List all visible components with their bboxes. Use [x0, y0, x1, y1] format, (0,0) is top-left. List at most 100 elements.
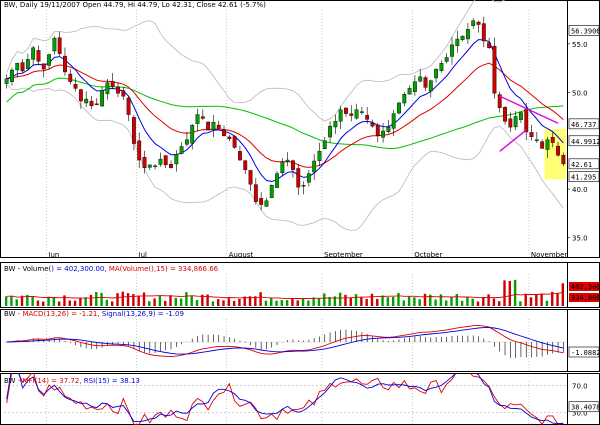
macd-chart: -1.08829: [0, 309, 600, 372]
candle-up: [418, 76, 423, 82]
month-label: August: [229, 251, 254, 258]
volume-bar: [545, 300, 549, 306]
volume-bar: [508, 280, 512, 306]
volume-bar: [185, 292, 188, 306]
candle-down: [41, 63, 46, 70]
candle-up: [471, 20, 476, 26]
ma-red: [6, 62, 564, 168]
candle-down: [291, 160, 295, 170]
price-chart: Jun Jul August September October November 55.0…: [0, 0, 600, 258]
candle-down: [216, 124, 221, 129]
volume-bar: [482, 297, 485, 306]
candle-up: [31, 47, 36, 60]
volume-bar: [169, 295, 172, 306]
volume-bar: [95, 291, 98, 306]
volume-panel: 402,300 334,866 BW - Volume() = 402,300.0…: [0, 262, 600, 308]
candle-down: [227, 136, 232, 139]
candle-down: [232, 136, 237, 148]
volume-bar: [132, 294, 135, 306]
volume-bar: [275, 300, 278, 306]
candle-up: [306, 173, 311, 183]
badge-sma: 44.9912: [571, 138, 600, 146]
volume-bar: [413, 297, 416, 306]
volume-bar: [190, 295, 193, 306]
volume-bar: [105, 299, 109, 306]
badge-top-box: [568, 25, 600, 36]
candle-down: [142, 157, 147, 168]
volume-chart: 402,300 334,866: [0, 262, 600, 308]
volume-bar: [142, 292, 146, 306]
volume-bar: [376, 298, 379, 306]
volume-bar: [158, 295, 162, 306]
volume-bar: [264, 300, 268, 306]
candle-down: [68, 73, 73, 82]
candle-down: [556, 145, 560, 156]
candle-up: [450, 44, 454, 57]
candle-up: [444, 57, 449, 62]
volume-bar: [248, 296, 252, 306]
volume-bar: [323, 293, 326, 306]
candle-down: [529, 132, 534, 138]
volume-bar: [121, 291, 124, 306]
volume-bar: [524, 293, 527, 306]
candle-up: [47, 54, 51, 66]
candle-up: [428, 80, 433, 92]
candle-up: [460, 35, 465, 40]
candle-up: [402, 94, 407, 104]
volume-bar: [301, 298, 305, 306]
volume-bar: [556, 293, 559, 306]
volume-bar: [222, 300, 225, 306]
candle-down: [365, 115, 370, 120]
volume-bar: [84, 297, 87, 306]
volume-bar: [57, 301, 61, 306]
candle-up: [174, 154, 179, 165]
candle-up: [25, 59, 30, 70]
volume-bar: [10, 295, 13, 306]
volume-bar: [519, 301, 522, 306]
volume-badge-upper-box: [569, 282, 599, 291]
mfi-value: - MFI(14) = 37.72,: [15, 377, 84, 385]
volume-bar: [174, 297, 178, 306]
volume-bar: [492, 298, 496, 306]
volume-bar: [551, 291, 554, 306]
volume-bar: [439, 294, 443, 306]
candle-down: [63, 55, 67, 73]
candle-up: [275, 173, 279, 188]
rsi-value: RSI(15) = 38.13: [83, 377, 140, 385]
volume-bar: [370, 293, 374, 306]
volume-bar: [4, 296, 8, 306]
volume-bar: [391, 296, 395, 306]
mfi-badge: 38.4078: [571, 404, 600, 412]
candle-up: [280, 161, 285, 174]
candle-up: [519, 112, 523, 120]
macd-header: BW - MACD(13,26) = -1.21, Signal(13,26,9…: [4, 310, 184, 318]
candle-down: [503, 107, 507, 122]
month-label: October: [414, 251, 442, 258]
candle-up: [455, 38, 460, 46]
wedge-upper-line: [499, 95, 559, 124]
volume-bar: [89, 294, 93, 306]
price-panel: Jun Jul August September October November 55.0…: [0, 0, 600, 258]
volume-bar: [466, 297, 469, 306]
volume-bar: [195, 300, 199, 306]
volume-bar: [349, 297, 352, 306]
candle-down: [524, 109, 529, 133]
candle-down: [206, 121, 211, 131]
volume-bar: [365, 299, 368, 306]
macd-value: - MACD(13,26) = -1.21,: [15, 310, 102, 318]
volume-bar: [471, 298, 474, 306]
candle-down: [121, 90, 126, 97]
mfi-tick-label: 70.0: [572, 383, 588, 391]
mfi-tick-label: 30.0: [572, 409, 588, 417]
volume-bar: [535, 294, 538, 306]
volume-bar: [68, 300, 71, 306]
candle-down: [253, 184, 258, 202]
candle-down: [238, 151, 242, 161]
candle-down: [57, 37, 62, 54]
candle-up: [354, 109, 359, 119]
volume-bar: [206, 294, 209, 306]
candle-up: [407, 88, 412, 95]
candle-up: [386, 126, 391, 133]
candle-down: [89, 100, 94, 107]
rsi-line: [6, 373, 564, 425]
